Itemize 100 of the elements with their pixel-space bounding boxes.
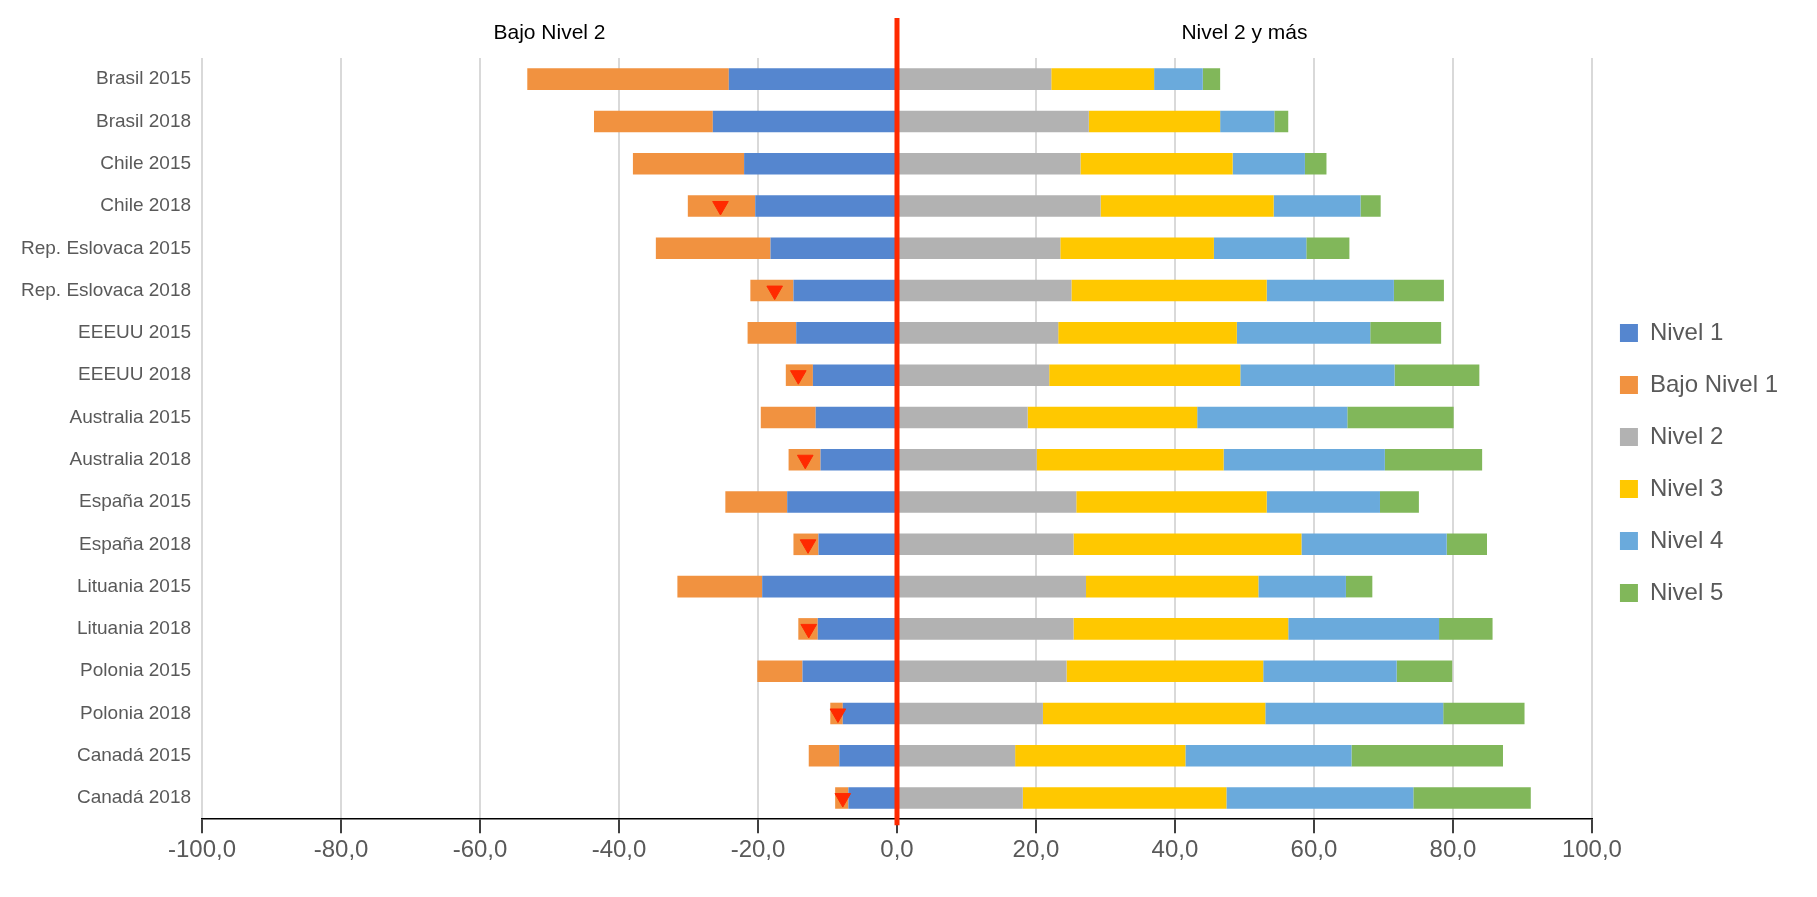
y-tick-label: Lituania 2015 [76,574,192,596]
bar [1394,364,1480,386]
bar [1220,110,1275,133]
bar [1051,68,1155,90]
x-tick-label: -20,0 [730,835,786,863]
bar [677,575,763,598]
y-tick-label: Canadá 2015 [76,744,192,765]
bar [762,575,896,598]
bar [712,110,896,133]
bar [1266,279,1394,302]
bar [842,702,896,725]
bar [1266,491,1380,513]
bar [527,68,729,90]
bar [1265,702,1444,725]
bar [802,660,896,682]
bar [1226,787,1414,809]
bar [744,152,896,175]
bar [1049,364,1241,386]
x-tick-label: 100,0 [1561,835,1622,863]
bar [1073,618,1289,640]
bar [820,448,896,471]
bar [839,744,896,767]
bar [898,406,1028,429]
bar [898,660,1067,682]
bar [725,491,788,513]
y-tick-label: Canadá 2018 [76,786,192,808]
bar [898,575,1087,598]
bar [898,744,1016,767]
bar [1370,322,1442,344]
bar [815,406,896,429]
y-tick-label: Polonia 2015 [80,659,192,681]
bar [1351,744,1503,767]
y-tick-label: España 2015 [79,490,192,512]
bar [655,237,771,260]
bar [1384,448,1483,471]
bar [818,533,896,556]
y-tick-label: Australia 2015 [69,405,192,427]
bar [793,279,896,302]
y-tick-label: Lituania 2018 [76,617,192,639]
bar [687,195,756,217]
bar [1154,68,1203,90]
bar [1413,787,1531,809]
bar [1301,533,1447,556]
y-tick-label: Rep. Eslovaca 2018 [20,278,192,300]
bar [1071,279,1267,302]
bar [1288,618,1440,640]
bar [898,364,1050,386]
bar [1274,110,1289,133]
bar [1076,491,1267,513]
bar [1347,406,1454,429]
x-tick-label: 80,0 [1429,835,1477,863]
bar [1446,533,1487,556]
bar [898,533,1074,556]
bar [760,406,816,429]
bar [1027,406,1198,429]
legend-label: Nivel 2 [1649,421,1724,449]
bar [1060,237,1214,260]
legend-label: Nivel 3 [1649,473,1724,501]
bar [1379,491,1419,513]
bar [1304,152,1327,175]
bar [898,68,1052,90]
x-tick-label: 60,0 [1290,835,1338,863]
bar [1240,364,1395,386]
bar [1088,110,1221,133]
bar [1036,448,1224,471]
bar [1073,533,1302,556]
bar [898,702,1043,725]
y-tick-label: Rep. Eslovaca 2015 [20,236,192,258]
y-tick-label: Brasil 2015 [95,67,192,89]
bar [1273,195,1361,217]
bar [1202,68,1221,90]
bar [1236,322,1371,344]
y-tick-label: Australia 2018 [69,447,192,469]
legend-label: Nivel 1 [1649,317,1724,345]
bar [898,787,1023,809]
bar [1058,322,1237,344]
y-tick-label: EEEUU 2018 [78,363,192,385]
bar [1393,279,1444,302]
y-tick-label: Chile 2018 [100,194,192,216]
bar [898,195,1101,217]
bar [1439,618,1493,640]
text: Bajo Nivel 2 [493,20,606,44]
bar [1213,237,1307,260]
text: Nivel 2 y más [1181,20,1308,44]
bar [1042,702,1266,725]
bar [1360,195,1381,217]
y-tick-label: Chile 2015 [100,151,192,173]
x-tick-label: -40,0 [591,835,647,863]
bar [1086,575,1259,598]
bar [787,491,896,513]
legend-label: Nivel 4 [1649,525,1724,553]
bar [1232,152,1305,175]
bar [1306,237,1350,260]
bar [1345,575,1373,598]
bar [898,279,1072,302]
bar [1022,787,1227,809]
bar [848,787,896,809]
bar [755,195,896,217]
bar [898,152,1081,175]
y-tick-label: Polonia 2018 [80,701,192,723]
